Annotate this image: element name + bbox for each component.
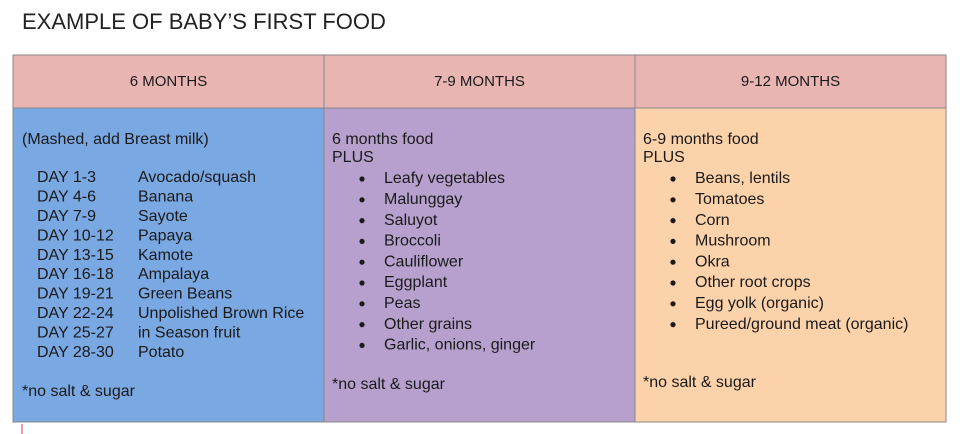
intro-line: PLUS: [643, 149, 685, 166]
bullet: [670, 301, 676, 307]
bullet: [670, 197, 676, 203]
column-body: [634, 107, 947, 423]
list-item: Cauliflower: [384, 253, 464, 270]
bullet: [359, 259, 365, 265]
food-label: Unpolished Brown Rice: [138, 305, 304, 322]
list-item: Okra: [695, 253, 730, 270]
bullet: [359, 197, 365, 203]
column-body: [323, 107, 636, 423]
list-item: Broccoli: [384, 233, 441, 250]
column-header: 9-12 MONTHS: [741, 73, 840, 90]
bullet: [670, 238, 676, 244]
day-label: DAY 28-30: [37, 344, 114, 361]
note: *no salt & sugar: [22, 383, 136, 400]
bullet: [359, 176, 365, 182]
food-label: Sayote: [138, 208, 188, 225]
list-item: Garlic, onions, ginger: [384, 337, 536, 354]
list-item: Other grains: [384, 316, 472, 333]
intro-line: 6-9 months food: [643, 131, 759, 148]
header-row: [12, 54, 947, 109]
intro-line: 6 months food: [332, 131, 433, 148]
list-item: Mushroom: [695, 233, 771, 250]
list-item: Eggplant: [384, 274, 448, 291]
day-label: DAY 13-15: [37, 247, 114, 264]
list-item: Leafy vegetables: [384, 170, 505, 187]
list-item: Tomatoes: [695, 191, 764, 208]
bullet: [359, 342, 365, 348]
day-label: DAY 22-24: [37, 305, 114, 322]
intro-line: PLUS: [332, 149, 374, 166]
list-item: Egg yolk (organic): [695, 295, 824, 312]
note: *no salt & sugar: [643, 374, 757, 391]
intro-line: (Mashed, add Breast milk): [22, 131, 209, 148]
bullet: [359, 238, 365, 244]
bullet: [670, 259, 676, 265]
bullet: [359, 280, 365, 286]
food-label: Banana: [138, 189, 193, 206]
day-label: DAY 10-12: [37, 227, 114, 244]
day-label: DAY 7-9: [37, 208, 96, 225]
bullet: [359, 218, 365, 224]
bullet: [359, 301, 365, 307]
list-item: Corn: [695, 212, 730, 229]
day-label: DAY 1-3: [37, 169, 96, 186]
column-body: [12, 107, 325, 423]
bullet: [670, 176, 676, 182]
list-item: Other root crops: [695, 274, 811, 291]
note: *no salt & sugar: [332, 376, 446, 393]
food-label: Potato: [138, 344, 184, 361]
food-label: Avocado/squash: [138, 169, 256, 186]
page-title: EXAMPLE OF BABY’S FIRST FOOD: [22, 9, 386, 34]
list-item: Malunggay: [384, 191, 462, 208]
list-item: Pureed/ground meat (organic): [695, 316, 908, 333]
food-label: Kamote: [138, 247, 193, 264]
list-item: Saluyot: [384, 212, 438, 229]
day-label: DAY 19-21: [37, 286, 114, 303]
list-item: Peas: [384, 295, 420, 312]
food-label: Ampalaya: [138, 266, 209, 283]
food-label: in Season fruit: [138, 324, 241, 341]
bullet: [670, 280, 676, 286]
bullet: [359, 322, 365, 328]
list-item: Beans, lentils: [695, 170, 790, 187]
food-label: Papaya: [138, 227, 192, 244]
bullet: [670, 322, 676, 328]
bullet: [670, 218, 676, 224]
column-header: 6 MONTHS: [130, 73, 208, 90]
food-label: Green Beans: [138, 286, 232, 303]
day-label: DAY 4-6: [37, 189, 96, 206]
day-label: DAY 25-27: [37, 324, 114, 341]
day-label: DAY 16-18: [37, 266, 114, 283]
column-header: 7-9 MONTHS: [434, 73, 525, 90]
